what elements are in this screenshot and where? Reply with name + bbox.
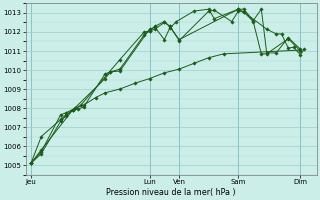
X-axis label: Pression niveau de la mer( hPa ): Pression niveau de la mer( hPa )	[106, 188, 236, 197]
